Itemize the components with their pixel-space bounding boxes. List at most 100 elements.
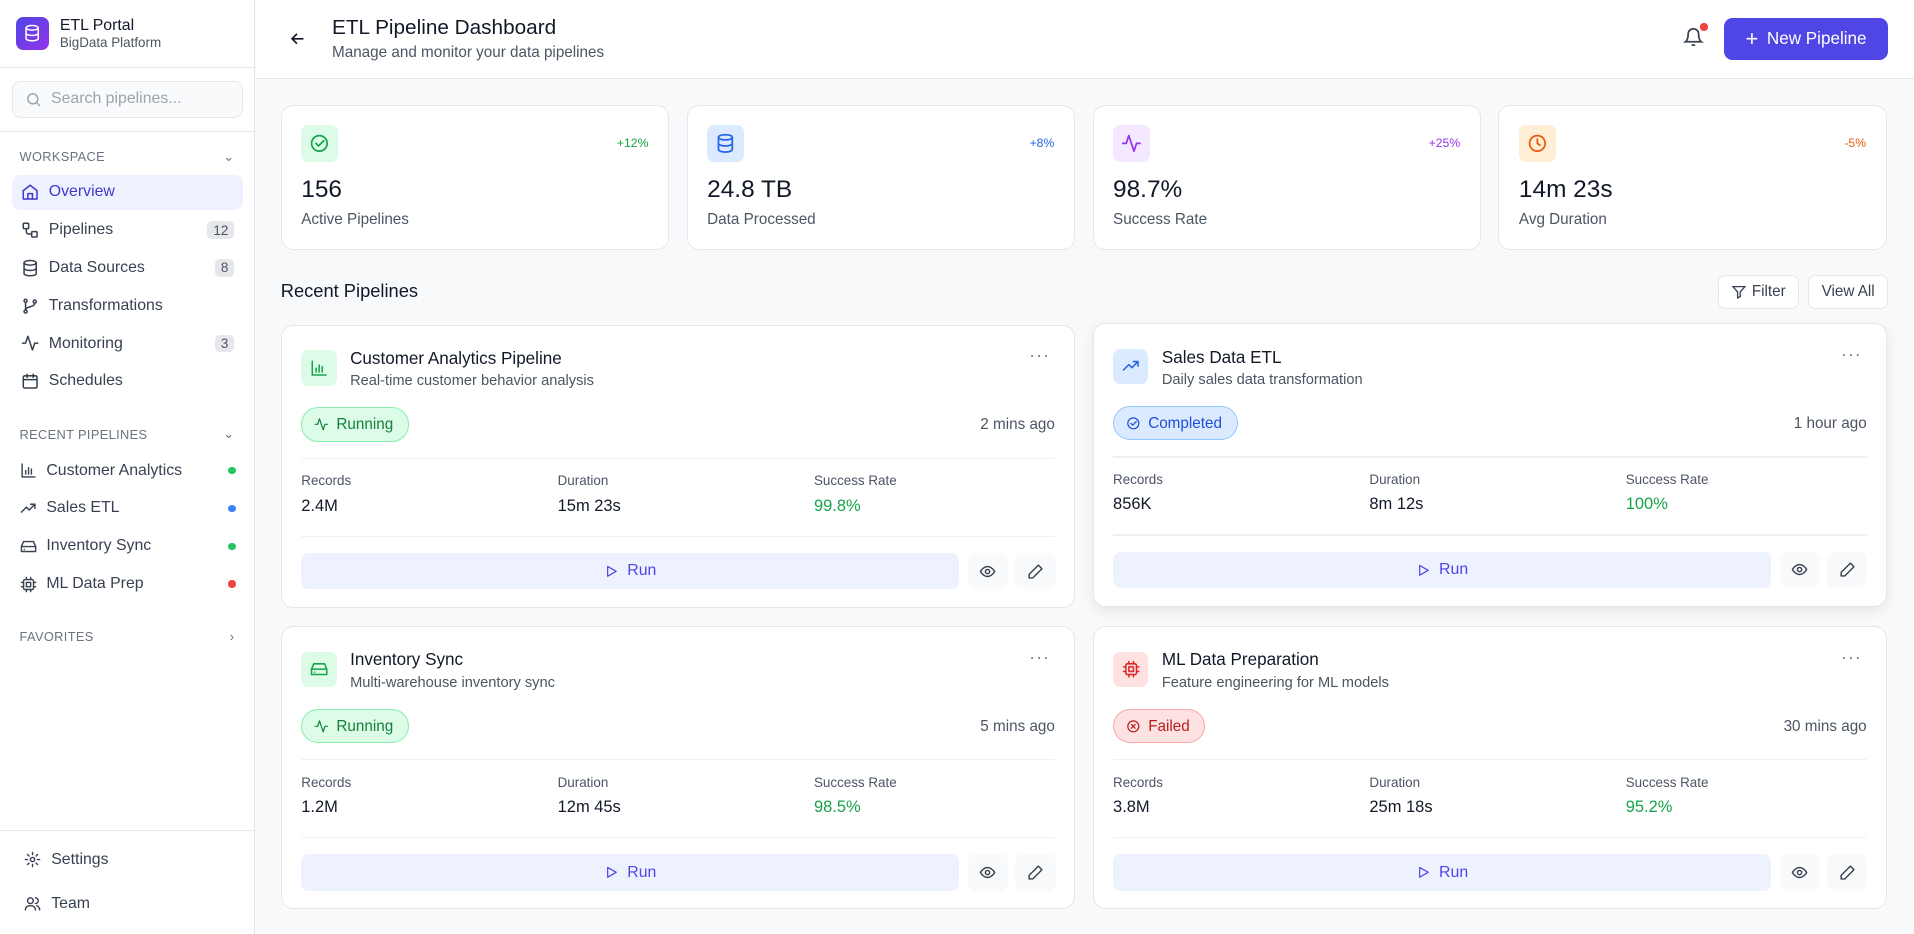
- sidebar-item-label: Overview: [48, 183, 115, 201]
- workspace-label: WORKSPACE: [19, 149, 106, 165]
- workspace-section-toggle[interactable]: WORKSPACE ⌄: [20, 149, 235, 165]
- duration-value: 8m 12s: [1369, 495, 1424, 514]
- eye-icon: [980, 565, 996, 577]
- sidebar-item-data-sources[interactable]: Data Sources 8: [12, 250, 243, 285]
- sidebar-item-label: Monitoring: [48, 334, 123, 352]
- view-button[interactable]: [967, 854, 1009, 891]
- recent-pipeline-2[interactable]: Inventory Sync: [12, 529, 243, 564]
- duration-value: 12m 45s: [557, 798, 621, 817]
- duration-label: Duration: [557, 473, 609, 489]
- run-label: Run: [1439, 863, 1469, 881]
- divider: [1113, 456, 1867, 458]
- pipeline-card[interactable]: ML Data Preparation Feature engineering …: [1092, 626, 1888, 910]
- edit-button[interactable]: [1827, 551, 1868, 589]
- records-value: 856K: [1113, 495, 1152, 514]
- notifications-button[interactable]: [1683, 23, 1708, 53]
- stat-change: +8%: [1029, 136, 1055, 151]
- run-button[interactable]: Run: [1113, 854, 1771, 891]
- favorites-section-toggle[interactable]: FAVORITES ›: [20, 629, 235, 644]
- recent-pipeline-0[interactable]: Customer Analytics: [12, 453, 243, 488]
- bar-chart-icon: [20, 463, 36, 478]
- success-rate-value: 95.2%: [1625, 798, 1673, 817]
- play-icon: [607, 565, 617, 577]
- pipeline-description: Real-time customer behavior analysis: [350, 373, 594, 390]
- stat-change: -5%: [1844, 136, 1867, 151]
- sidebar-item-overview[interactable]: Overview: [12, 174, 243, 210]
- success-rate-label: Success Rate: [813, 473, 897, 489]
- pipeline-card[interactable]: Inventory Sync Multi-warehouse inventory…: [280, 626, 1076, 910]
- success-rate-value: 100%: [1625, 495, 1668, 514]
- pipeline-card[interactable]: Customer Analytics Pipeline Real-time cu…: [280, 324, 1076, 608]
- sidebar-item-transformations[interactable]: Transformations: [12, 288, 243, 323]
- play-icon: [1418, 867, 1429, 879]
- pipeline-icon-box: [301, 651, 337, 688]
- divider: [301, 837, 1055, 839]
- duration-value: 25m 18s: [1369, 798, 1433, 817]
- recent-section-toggle[interactable]: RECENT PIPELINES ⌄: [20, 426, 235, 442]
- more-options-button[interactable]: ···: [1029, 346, 1051, 366]
- status-dot: [228, 580, 236, 588]
- search-box[interactable]: [12, 80, 243, 119]
- stat-icon-box: [707, 125, 744, 163]
- count-badge: 3: [214, 334, 235, 353]
- status-badge: Running: [301, 407, 409, 442]
- back-arrow-icon[interactable]: [288, 29, 308, 49]
- stat-change: +25%: [1428, 136, 1461, 151]
- recent-pipeline-1[interactable]: Sales ETL: [12, 491, 243, 526]
- run-button[interactable]: Run: [1113, 551, 1771, 589]
- activity-icon: [1121, 135, 1141, 153]
- edit-button[interactable]: [1015, 552, 1056, 590]
- stat-card: -5% 14m 23s Avg Duration: [1498, 104, 1887, 251]
- pipeline-icon-box: [1113, 651, 1149, 688]
- run-button[interactable]: Run: [301, 552, 960, 590]
- recent-pipeline-3[interactable]: ML Data Prep: [12, 566, 243, 601]
- stat-card: +25% 98.7% Success Rate: [1092, 104, 1481, 251]
- view-button[interactable]: [1779, 854, 1820, 891]
- edit-button[interactable]: [1015, 854, 1056, 891]
- chevron-right-icon: ›: [229, 628, 235, 644]
- stat-label: Avg Duration: [1518, 210, 1607, 228]
- plus-icon: +: [1745, 26, 1759, 52]
- sidebar-item-settings[interactable]: Settings: [12, 842, 243, 877]
- sidebar-item-monitoring[interactable]: Monitoring 3: [12, 326, 243, 361]
- brand-name: ETL Portal: [59, 17, 135, 35]
- stat-value: 24.8 TB: [707, 175, 793, 203]
- more-options-button[interactable]: ···: [1841, 647, 1862, 667]
- filter-button[interactable]: Filter: [1717, 274, 1800, 309]
- pencil-icon: [1840, 865, 1855, 880]
- x-circle-icon: [1127, 719, 1140, 733]
- edit-button[interactable]: [1827, 854, 1868, 891]
- pipeline-card[interactable]: Sales Data ETL Daily sales data transfor…: [1092, 323, 1888, 607]
- pencil-icon: [1028, 865, 1043, 880]
- section-title: Recent Pipelines: [280, 279, 419, 301]
- status-dot: [228, 466, 236, 475]
- more-options-button[interactable]: ···: [1029, 647, 1051, 667]
- clock-icon: [1528, 135, 1546, 153]
- play-icon: [607, 867, 617, 879]
- activity-icon: [21, 335, 39, 352]
- calendar-icon: [22, 373, 38, 390]
- success-rate-label: Success Rate: [1625, 774, 1709, 790]
- search-icon: [27, 93, 41, 107]
- favorites-label: FAVORITES: [19, 628, 94, 644]
- sidebar-item-pipelines[interactable]: Pipelines 12: [12, 212, 243, 247]
- pipeline-name: ML Data Preparation: [1161, 650, 1319, 670]
- view-button[interactable]: [1779, 551, 1820, 589]
- divider: [0, 830, 255, 832]
- search-input[interactable]: [51, 90, 222, 109]
- view-all-button[interactable]: View All: [1807, 274, 1889, 309]
- last-run-time: 30 mins ago: [1783, 717, 1867, 735]
- status-dot: [228, 504, 236, 513]
- sidebar-item-team[interactable]: Team: [12, 886, 243, 921]
- sidebar-item-label: Transformations: [48, 296, 163, 314]
- sidebar-item-schedules[interactable]: Schedules: [12, 364, 243, 399]
- divider: [0, 67, 255, 69]
- run-button[interactable]: Run: [301, 854, 960, 891]
- new-pipeline-button[interactable]: + New Pipeline: [1723, 18, 1889, 60]
- trending-up-icon: [20, 503, 36, 513]
- header: ETL Pipeline Dashboard Manage and monito…: [256, 0, 1914, 80]
- more-options-button[interactable]: ···: [1841, 345, 1862, 365]
- pencil-icon: [1028, 563, 1043, 579]
- pipeline-description: Daily sales data transformation: [1161, 372, 1363, 389]
- view-button[interactable]: [967, 552, 1009, 590]
